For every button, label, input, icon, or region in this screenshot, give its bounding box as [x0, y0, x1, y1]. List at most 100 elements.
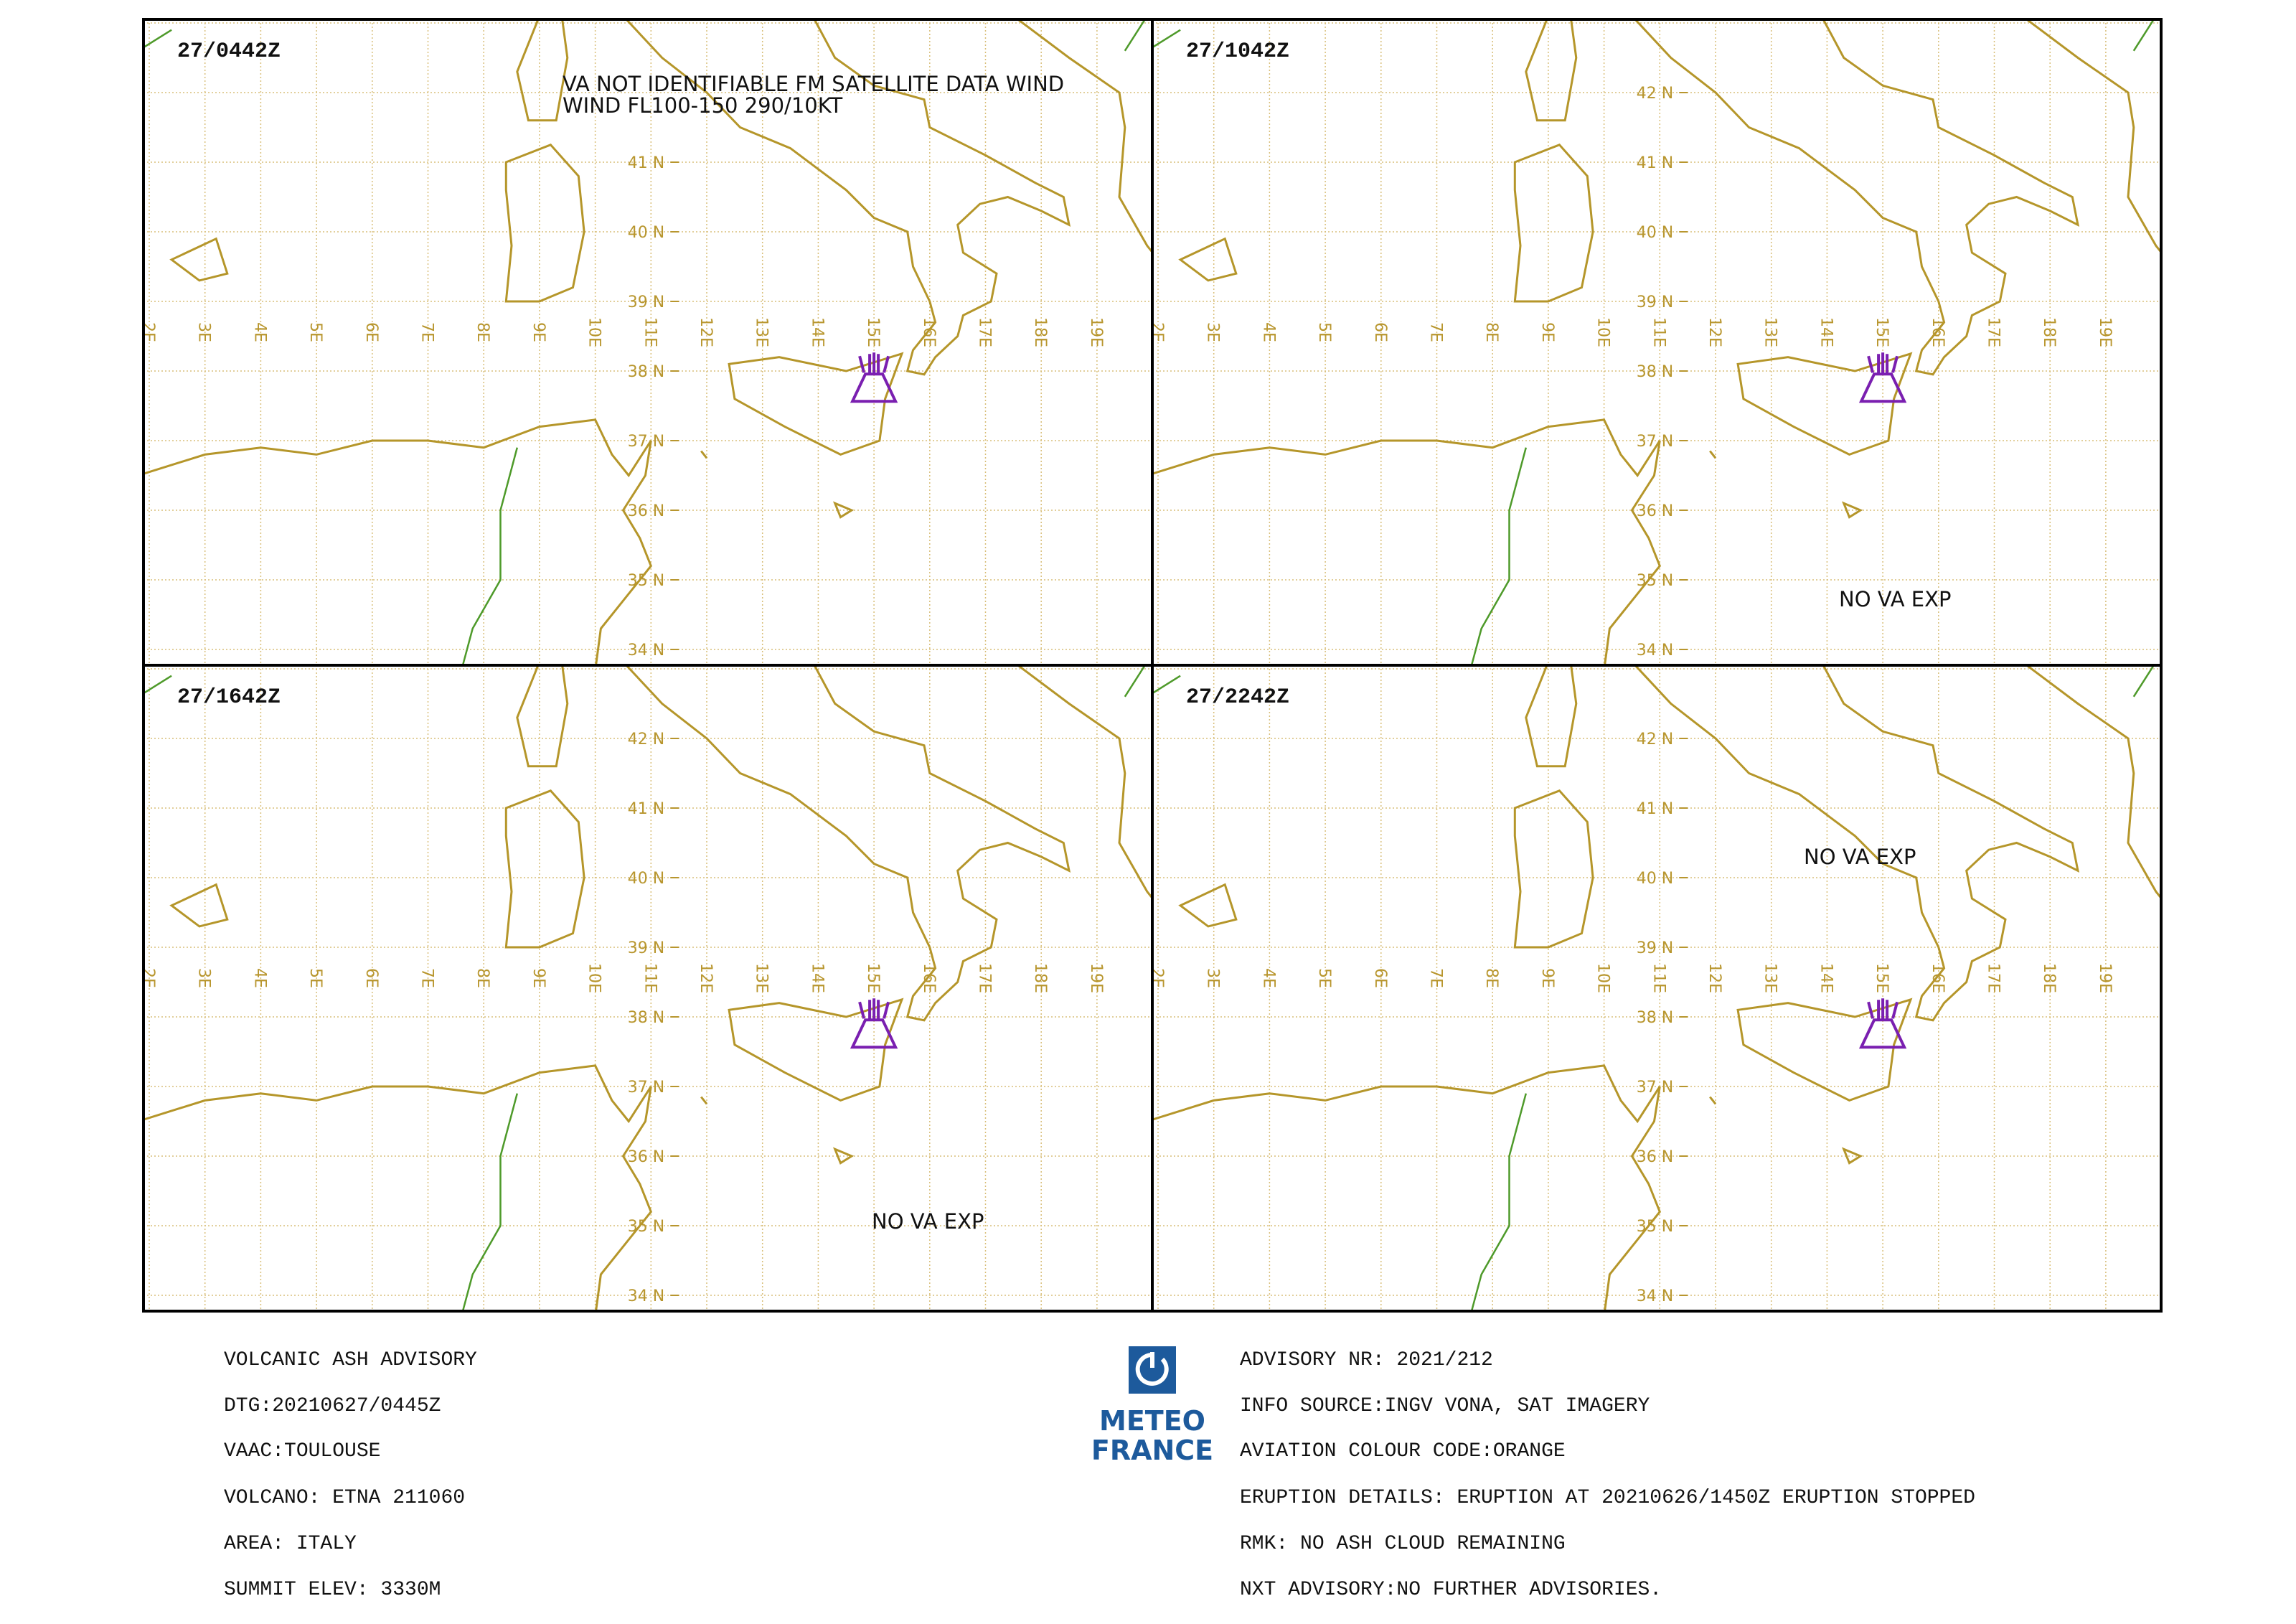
lon-label: 8E — [1482, 968, 1500, 988]
lon-label: 7E — [1427, 322, 1445, 342]
lat-label: 34 N — [1637, 642, 1673, 660]
coastline — [144, 418, 653, 665]
lon-label: 11E — [641, 963, 659, 993]
coastline — [1525, 665, 1578, 768]
lon-label: 14E — [1817, 317, 1835, 347]
lon-label: 16E — [1929, 963, 1947, 993]
map-content: 41 N 40 N 39 N 38 N 37 N 36 N 35 N 34 N 2E 3E 4E 5E… — [144, 19, 1152, 665]
lon-label: 11E — [1650, 317, 1667, 347]
lon-label: 7E — [418, 968, 436, 988]
coastline — [1841, 1147, 1863, 1165]
coastline — [1841, 501, 1863, 519]
lat-label: 36 N — [628, 1148, 664, 1166]
advisory-field: INFO SOURCE:INGV VONA, SAT IMAGERY — [1240, 1395, 1650, 1417]
lon-label: 8E — [474, 968, 491, 988]
lat-label: 39 N — [628, 939, 664, 957]
coastline — [1152, 418, 1662, 665]
coastline — [700, 1096, 708, 1105]
lon-label: 5E — [1315, 322, 1333, 342]
border — [461, 1093, 519, 1311]
coastline — [169, 883, 229, 928]
panel-time: 27/2242Z — [1186, 685, 1289, 710]
lon-label: 16E — [920, 963, 938, 993]
lon-label: 2E — [139, 968, 157, 988]
coastline — [832, 501, 855, 519]
lon-label: 9E — [1538, 322, 1556, 342]
lat-label: 36 N — [628, 502, 664, 520]
lat-label: 35 N — [628, 572, 664, 590]
lon-label: 4E — [1259, 968, 1277, 988]
advisory-field: DTG:20210627/0445Z — [224, 1395, 441, 1417]
lat-label: 37 N — [628, 433, 664, 451]
lon-label: 11E — [1650, 963, 1667, 993]
volcano-symbol — [850, 998, 898, 1049]
coastline — [728, 352, 904, 456]
coastline — [1709, 1096, 1717, 1105]
lon-label: 19E — [2096, 317, 2114, 347]
lon-label: 5E — [1315, 968, 1333, 988]
lat-label: 40 N — [1637, 870, 1673, 888]
lat-label: 40 N — [628, 224, 664, 242]
lon-label: 3E — [1204, 968, 1222, 988]
panel-time: 27/1642Z — [177, 685, 281, 710]
lat-label: 41 N — [1637, 800, 1673, 818]
lon-label: 7E — [1427, 968, 1445, 988]
border — [1124, 19, 1147, 52]
map-panel: 42 N 41 N 40 N 39 N 38 N 37 N 36 N 35 N 34 N 2E 3E… — [1151, 664, 2163, 1313]
annotation: NO VA EXP — [872, 1209, 984, 1234]
coastline — [1736, 998, 1913, 1102]
advisory-field: RMK: NO ASH CLOUD REMAINING — [1240, 1533, 1566, 1555]
lon-label: 7E — [418, 322, 436, 342]
lon-label: 3E — [1204, 322, 1222, 342]
advisory-field: VAAC:TOULOUSE — [224, 1440, 380, 1463]
lon-label: 10E — [585, 963, 603, 993]
lat-label: 41 N — [628, 800, 664, 818]
lat-label: 37 N — [1637, 433, 1673, 451]
advisory-field: ERUPTION DETAILS: ERUPTION AT 20210626/1… — [1240, 1487, 1975, 1509]
lat-label: 37 N — [1637, 1079, 1673, 1097]
panel-frame — [1151, 664, 2163, 1313]
lon-label: 11E — [641, 317, 659, 347]
advisory-field: SUMMIT ELEV: 3330M — [224, 1579, 441, 1601]
logo-mark — [1135, 1352, 1169, 1386]
coastline — [1525, 19, 1578, 122]
map-content: 42 N 41 N 40 N 39 N 38 N 37 N 36 N 35 N 34 N 2E 3E… — [1152, 19, 2161, 665]
lat-label: 40 N — [628, 870, 664, 888]
lat-label: 36 N — [1637, 502, 1673, 520]
lon-label: 13E — [1761, 317, 1779, 347]
border — [2132, 665, 2155, 698]
lon-label: 17E — [976, 317, 994, 347]
logo-text: METEO — [1099, 1405, 1205, 1437]
coastline — [624, 665, 1071, 1022]
lon-label: 15E — [1873, 963, 1891, 993]
lon-label: 14E — [808, 963, 826, 993]
coastline — [504, 789, 585, 949]
volcano-symbol — [1858, 352, 1907, 403]
lon-label: 15E — [1873, 317, 1891, 347]
coastline — [728, 998, 904, 1102]
advisory-field: AVIATION COLOUR CODE:ORANGE — [1240, 1440, 1566, 1463]
lon-label: 17E — [976, 963, 994, 993]
lat-label: 39 N — [1637, 294, 1673, 311]
annotation: VA NOT IDENTIFIABLE FM SATELLITE DATA WI… — [563, 72, 1064, 96]
border — [1124, 665, 1147, 698]
lon-label: 3E — [195, 322, 213, 342]
lat-label: 35 N — [1637, 572, 1673, 590]
lon-label: 17E — [1985, 963, 2003, 993]
lon-label: 6E — [362, 968, 380, 988]
coastline — [516, 665, 569, 768]
map-panel: 42 N 41 N 40 N 39 N 38 N 37 N 36 N 35 N 34 N 2E 3E… — [1151, 18, 2163, 667]
coastline — [1709, 450, 1717, 459]
map-panel: 41 N 40 N 39 N 38 N 37 N 36 N 35 N 34 N 2E 3E 4E 5E… — [142, 18, 1154, 667]
border — [1470, 447, 1528, 665]
coastline — [2025, 665, 2161, 900]
lon-label: 3E — [195, 968, 213, 988]
lat-label: 42 N — [628, 731, 664, 748]
border — [461, 447, 519, 665]
lon-label: 6E — [362, 322, 380, 342]
lat-label: 37 N — [628, 1079, 664, 1097]
lon-label: 13E — [753, 963, 771, 993]
lat-label: 39 N — [1637, 939, 1673, 957]
lon-label: 18E — [2040, 317, 2058, 347]
lon-label: 5E — [306, 968, 324, 988]
